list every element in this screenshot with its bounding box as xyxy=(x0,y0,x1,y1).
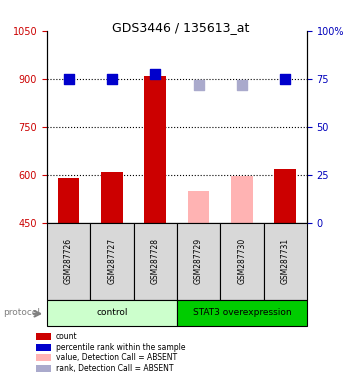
FancyBboxPatch shape xyxy=(134,223,177,300)
Point xyxy=(66,76,71,82)
Point xyxy=(282,76,288,82)
Text: GSM287731: GSM287731 xyxy=(281,238,290,284)
FancyBboxPatch shape xyxy=(90,223,134,300)
Bar xyxy=(58,178,79,223)
Point xyxy=(239,82,245,88)
FancyBboxPatch shape xyxy=(47,300,177,326)
FancyBboxPatch shape xyxy=(264,223,307,300)
Text: GSM287729: GSM287729 xyxy=(194,238,203,284)
Text: value, Detection Call = ABSENT: value, Detection Call = ABSENT xyxy=(56,353,177,362)
Text: GSM287730: GSM287730 xyxy=(238,238,246,284)
Text: GSM287726: GSM287726 xyxy=(64,238,73,284)
Text: GSM287728: GSM287728 xyxy=(151,238,160,284)
Text: STAT3 overexpression: STAT3 overexpression xyxy=(192,308,291,318)
FancyBboxPatch shape xyxy=(177,300,307,326)
Bar xyxy=(101,172,123,223)
FancyBboxPatch shape xyxy=(47,223,90,300)
Bar xyxy=(144,76,166,223)
Text: count: count xyxy=(56,332,78,341)
Point xyxy=(196,82,201,88)
Text: GDS3446 / 135613_at: GDS3446 / 135613_at xyxy=(112,21,249,34)
FancyBboxPatch shape xyxy=(177,223,220,300)
Text: rank, Detection Call = ABSENT: rank, Detection Call = ABSENT xyxy=(56,364,173,373)
Point xyxy=(152,71,158,77)
Text: control: control xyxy=(96,308,128,318)
Bar xyxy=(188,191,209,223)
Text: protocol: protocol xyxy=(4,308,40,318)
Point xyxy=(109,76,115,82)
FancyBboxPatch shape xyxy=(220,223,264,300)
Bar xyxy=(274,169,296,223)
Text: GSM287727: GSM287727 xyxy=(108,238,116,284)
Text: percentile rank within the sample: percentile rank within the sample xyxy=(56,343,186,352)
Bar xyxy=(231,176,253,223)
